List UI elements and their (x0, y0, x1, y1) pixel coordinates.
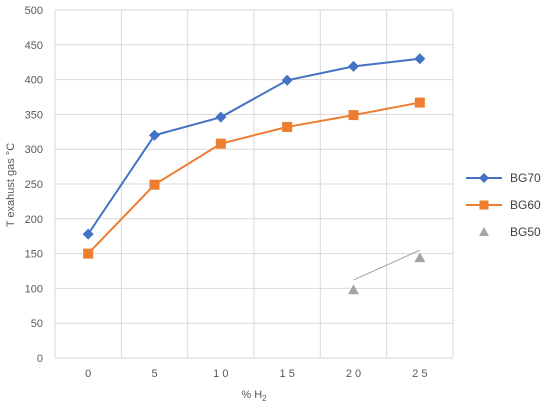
x-tick-label: 5 (151, 368, 157, 380)
y-tick-label: 450 (25, 40, 43, 52)
legend-bg70-label: BG70 (510, 171, 541, 185)
bg70-point (215, 111, 227, 123)
y-tick-label: 50 (31, 318, 43, 330)
bg50-point (414, 252, 426, 263)
bg60-point (149, 179, 160, 190)
bg60-point (348, 110, 359, 121)
bg70-point (348, 60, 359, 72)
bg60-point (414, 97, 425, 108)
bg70-point (414, 53, 426, 65)
bg50-trendline (353, 249, 421, 281)
x-tick-label: 2 0 (346, 368, 361, 380)
y-tick-label: 400 (25, 75, 43, 87)
y-tick-label: 500 (25, 5, 43, 17)
legend-bg50-label: BG50 (510, 225, 541, 239)
x-axis-title: % H2 (241, 389, 267, 403)
y-tick-labels: 0 50 100 150 200 250 300 350 400 450 500 (25, 5, 43, 365)
y-tick-label: 250 (25, 179, 43, 191)
bg70-line (87, 57, 420, 235)
bg60-point (215, 138, 226, 149)
bg50-point (348, 284, 359, 295)
bg70-point (149, 129, 160, 141)
x-tick-labels: 0 5 1 0 1 5 2 0 2 5 (85, 368, 427, 380)
x-tick-label: 1 5 (280, 368, 295, 380)
bg60-line (87, 101, 421, 255)
legend-bg60-label: BG60 (510, 198, 541, 212)
x-tick-label: 0 (85, 368, 91, 380)
y-tick-label: 300 (25, 144, 43, 156)
y-tick-label: 0 (37, 353, 43, 365)
legend-bg60-marker (479, 200, 489, 210)
y-tick-label: 150 (25, 249, 43, 261)
bg60-point (83, 248, 94, 259)
legend-bg70-marker (479, 173, 489, 183)
x-axis-title-main: % H (241, 389, 262, 401)
legend: BG70 BG60 BG50 (466, 171, 541, 239)
y-axis-title: T exahust gas °C (5, 143, 17, 227)
x-tick-label: 1 0 (213, 368, 228, 380)
bg70-point (281, 74, 293, 86)
y-tick-label: 100 (25, 283, 43, 295)
y-tick-label: 200 (25, 214, 43, 226)
bg60-point (282, 121, 293, 132)
y-tick-label: 350 (25, 109, 43, 121)
series-layer (82, 53, 426, 295)
bg70-point (82, 228, 94, 240)
x-tick-label: 2 5 (412, 368, 427, 380)
legend-bg50-marker (479, 227, 489, 236)
x-axis-title-subscript: 2 (262, 394, 267, 403)
